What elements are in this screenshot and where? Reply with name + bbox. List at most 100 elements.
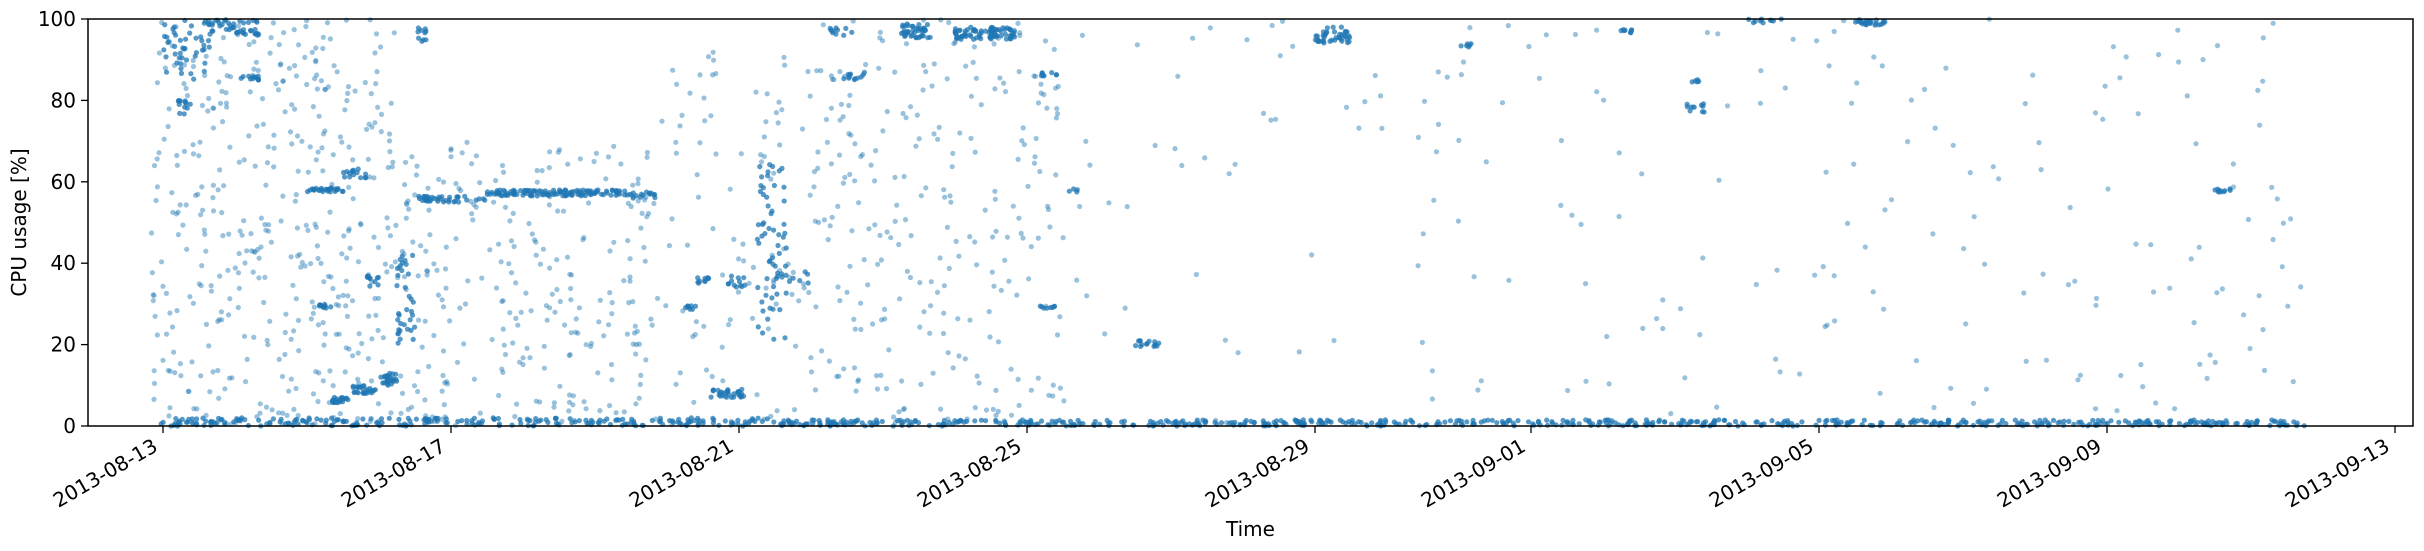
data-point [1066, 188, 1072, 194]
data-point [325, 186, 332, 192]
data-point [401, 322, 407, 328]
data-point [1017, 29, 1023, 36]
data-point [1594, 89, 1600, 95]
data-point [253, 59, 259, 65]
data-point [395, 272, 401, 278]
data-point [358, 175, 364, 181]
data-point [355, 416, 361, 422]
data-point [316, 370, 322, 376]
data-point [976, 31, 982, 37]
data-point [254, 123, 260, 129]
data-point [993, 412, 999, 418]
data-point [1059, 419, 1065, 425]
data-point [188, 23, 194, 29]
data-point [500, 326, 506, 332]
data-point [1435, 121, 1442, 127]
data-point [2167, 285, 2173, 291]
data-point [935, 136, 941, 142]
data-point [1970, 400, 1977, 406]
data-point [567, 392, 573, 398]
data-point [533, 239, 539, 245]
y-tick-label: 20 [51, 333, 76, 357]
data-point [347, 174, 353, 180]
data-point [174, 308, 180, 314]
data-point [322, 128, 328, 134]
data-point [320, 45, 326, 52]
data-point [416, 317, 422, 323]
data-point [2188, 256, 2194, 262]
data-point [990, 234, 996, 240]
data-point [796, 298, 802, 304]
data-point [811, 169, 818, 175]
data-point [552, 415, 559, 421]
data-point [955, 316, 961, 322]
data-point [1038, 90, 1044, 96]
data-point [267, 318, 273, 324]
data-point [439, 297, 445, 303]
data-point [244, 356, 250, 362]
data-point [541, 343, 547, 349]
data-point [673, 150, 680, 156]
data-point [368, 390, 374, 396]
data-point [428, 418, 435, 424]
data-point [2204, 375, 2210, 381]
data-point [415, 369, 421, 375]
data-point [1838, 419, 1844, 425]
data-point [2281, 419, 2287, 425]
data-point [2269, 417, 2275, 423]
data-point [209, 22, 215, 28]
data-point [2168, 418, 2174, 424]
x-tick-label: 2013-08-25 [913, 434, 1026, 513]
data-point [606, 322, 612, 328]
data-point [865, 282, 871, 288]
data-point [443, 244, 449, 250]
data-point [327, 209, 333, 215]
data-point [783, 272, 789, 278]
data-point [178, 66, 184, 72]
data-point [407, 418, 413, 424]
data-point [2223, 418, 2229, 424]
data-point [1053, 85, 1059, 91]
data-point [876, 65, 882, 71]
data-point [735, 275, 741, 281]
data-point [1782, 85, 1788, 91]
data-point [457, 305, 463, 311]
data-point [993, 228, 999, 234]
data-point [1083, 138, 1089, 144]
data-point [1983, 386, 1989, 392]
data-point [215, 318, 221, 324]
data-point [2102, 83, 2108, 89]
data-point [149, 270, 155, 276]
data-points [148, 16, 2307, 429]
data-point [295, 253, 301, 259]
data-point [339, 139, 345, 145]
data-point [1682, 375, 1688, 381]
data-point [356, 331, 362, 337]
data-point [333, 186, 339, 192]
data-point [916, 22, 922, 28]
data-point [1226, 171, 1232, 177]
data-point [593, 150, 600, 156]
data-point [843, 25, 849, 31]
y-tick-label: 0 [63, 414, 76, 438]
data-point [412, 324, 418, 330]
data-point [546, 192, 552, 198]
data-point [174, 152, 180, 159]
data-point [1041, 92, 1047, 98]
data-point [973, 35, 980, 41]
data-point [831, 76, 837, 83]
data-point [740, 241, 746, 247]
data-point [342, 174, 348, 180]
data-point [309, 49, 315, 55]
data-point [1475, 387, 1481, 393]
data-point [269, 407, 275, 413]
data-point [154, 332, 160, 338]
data-point [440, 372, 446, 379]
data-point [706, 275, 712, 281]
data-point [1797, 371, 1803, 377]
data-point [2213, 421, 2219, 427]
data-point [321, 304, 327, 311]
data-point [258, 215, 264, 221]
data-point [295, 168, 301, 174]
data-point [1616, 150, 1622, 156]
